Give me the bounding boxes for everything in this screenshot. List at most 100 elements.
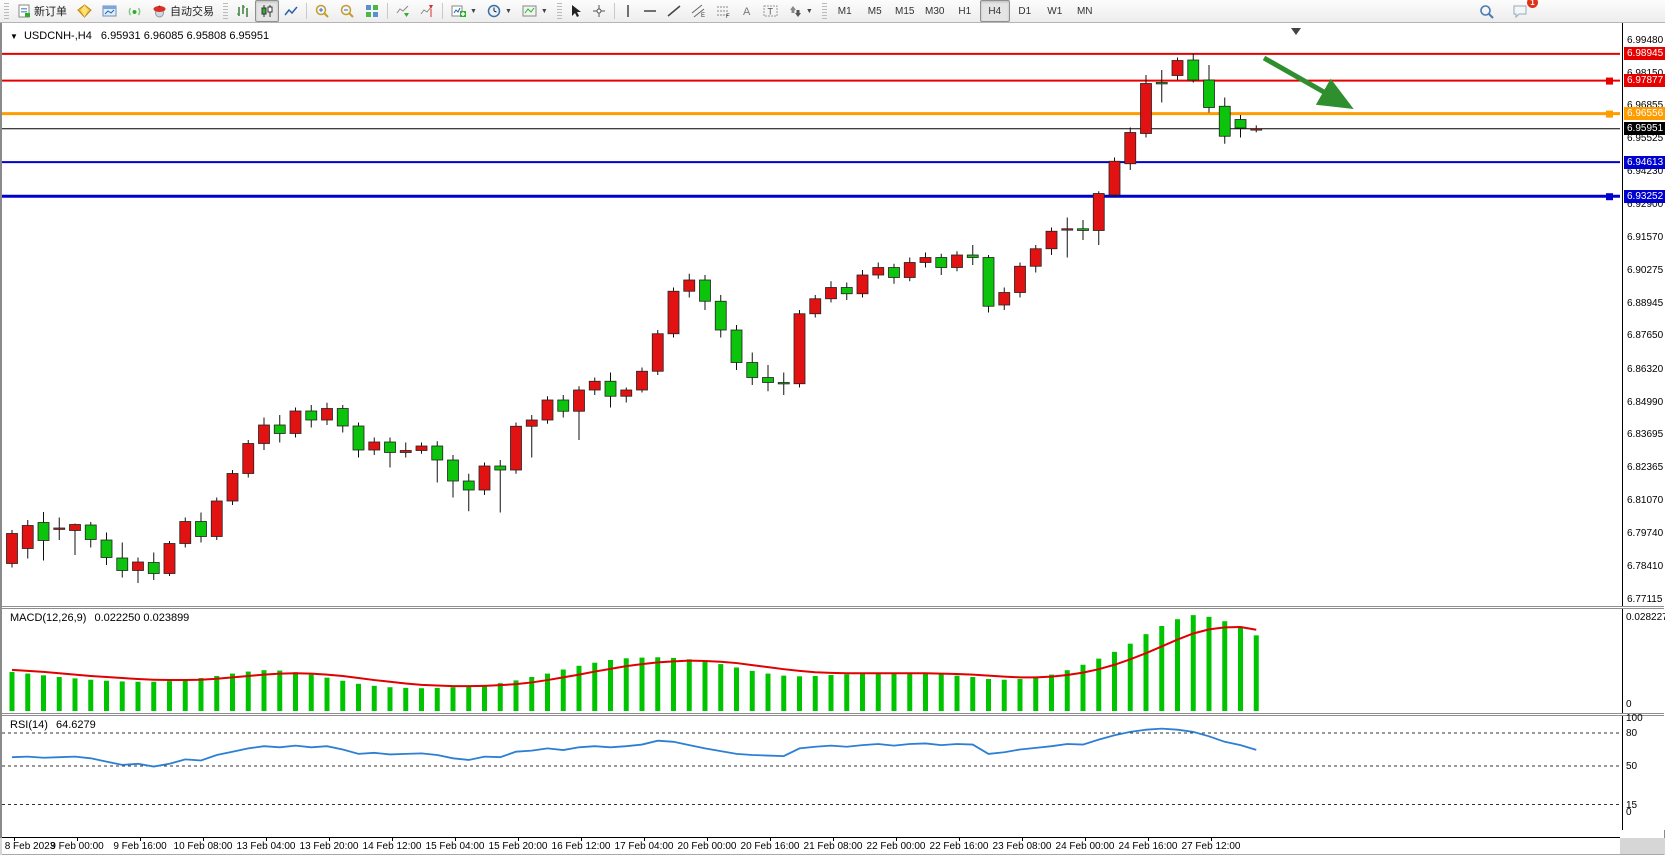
macd-histogram-bar [1127,643,1133,711]
auto-scroll-button[interactable] [391,0,415,22]
dropdown-arrow-icon: ▼ [504,7,512,15]
macd-histogram-bar [702,661,708,711]
tile-windows-button[interactable] [360,0,384,22]
macd-histogram-bar [245,671,251,711]
clock-icon [487,4,501,18]
templates-button[interactable]: ▼ [517,0,553,22]
chart-shift-button[interactable] [415,0,439,22]
auto-trading-button[interactable]: 自动交易 [147,0,219,22]
toolbar-grip[interactable] [223,3,228,19]
macd-histogram-bar [671,657,676,711]
zoom-in-button[interactable] [310,0,335,22]
macd-histogram-bar [860,673,865,711]
rsi-axis-label: 80 [1626,728,1638,739]
time-axis-label: 8 Feb 2023 [4,841,56,852]
time-axis-label: 13 Feb 04:00 [236,841,296,852]
new-order-button[interactable]: 新订单 [12,0,72,22]
signals-button[interactable] [122,0,147,22]
text-label-tool[interactable]: T [758,0,783,22]
timeframe-mn[interactable]: MN [1076,5,1093,17]
indicators-button[interactable]: ▼ [446,0,482,22]
macd-histogram-bar [1001,679,1007,711]
macd-histogram-bar [41,675,46,711]
line-handle[interactable] [1606,193,1613,201]
price-scale[interactable]: 6.99480 6.98150 6.96855 6.95525 6.94230 6.929… [1622,23,1665,830]
horizontal-line-tool[interactable] [638,0,662,22]
line-chart-button[interactable] [279,0,303,22]
macd-histogram-bar [875,673,881,711]
timeframe-h4[interactable]: H4 [979,0,1010,22]
rsi-axis-label: 50 [1626,761,1638,772]
indicators-add-icon [451,4,466,18]
macd-histogram-bar [356,683,361,711]
rsi-panel[interactable] [2,716,1620,814]
charts-button[interactable] [97,0,122,22]
toolbar-grip[interactable] [4,3,9,19]
macd-panel[interactable] [2,609,1620,713]
market-button[interactable] [72,0,97,22]
text-tool[interactable]: A [736,0,758,22]
macd-histogram-bar [828,674,834,711]
trend-arrow-annotation[interactable] [1262,55,1354,109]
price-axis-tick: 6.84990 [1627,396,1664,408]
macd-histogram-bar [1238,627,1243,711]
crosshair-button[interactable] [587,0,611,22]
notifications-button[interactable]: 1 [1507,0,1538,22]
cursor-button[interactable] [565,0,587,22]
label-icon: T [763,4,778,18]
macd-histogram-bar [293,672,298,711]
chart-shift-marker-icon[interactable] [1291,28,1301,35]
svg-text:E: E [701,13,705,18]
timeframe-m5[interactable]: M5 [867,5,882,17]
line-handle[interactable] [1606,110,1613,118]
price-axis-tick: 6.78410 [1627,561,1664,573]
panel-divider[interactable] [2,713,1664,716]
price-axis-tick: 6.82365 [1627,462,1664,474]
candlestick-chart-button[interactable] [255,0,279,22]
macd-histogram-bar [340,680,346,711]
zoom-out-button[interactable] [335,0,360,22]
timeframe-m30[interactable]: M30 [925,5,945,17]
text-a-icon: A [741,4,753,18]
rsi-label: RSI(14) [10,719,48,731]
macd-histogram-bar [686,659,692,711]
timeframe-w1[interactable]: W1 [1047,5,1063,17]
periods-button[interactable]: ▼ [482,0,517,22]
main-price-chart[interactable] [2,27,1620,606]
search-button[interactable] [1474,0,1499,22]
macd-histogram-bar [135,681,141,711]
line-chart-icon [284,4,298,18]
auto-trading-label: 自动交易 [170,6,214,18]
price-level-tag: 6.98945 [1624,47,1665,61]
macd-histogram-bar [1206,616,1212,711]
trendline-tool[interactable] [662,0,686,22]
line-handle[interactable] [1606,77,1613,85]
equidistant-channel-tool[interactable]: E [686,0,711,22]
timeframe-m1[interactable]: M1 [837,5,852,17]
macd-histogram-bar [592,662,598,711]
time-axis-label: 24 Feb 00:00 [1055,841,1115,852]
panel-divider[interactable] [2,606,1664,609]
collapse-triangle-icon[interactable]: ▼ [10,32,18,41]
new-order-label: 新订单 [34,6,67,18]
timeframe-m15[interactable]: M15 [895,5,915,17]
timeframe-d1[interactable]: D1 [1018,5,1032,17]
macd-axis-label: 0 [1626,699,1632,710]
svg-text:A: A [743,6,751,18]
fibonacci-tool[interactable]: F [711,0,736,22]
price-axis-tick: 6.77115 [1627,593,1663,605]
timeframe-h1[interactable]: H1 [958,5,972,17]
macd-label: MACD(12,26,9) [10,612,87,624]
macd-histogram-bar [277,670,283,711]
crosshair-icon [592,4,606,18]
macd-histogram-bar [1096,658,1102,711]
bar-chart-button[interactable] [231,0,255,22]
arrows-tool[interactable]: ▼ [783,0,818,22]
toolbar-grip[interactable] [821,3,827,19]
time-axis-label: 23 Feb 08:00 [992,841,1052,852]
time-axis[interactable]: 8 Feb 2023 9 Feb 00:00 9 Feb 16:00 10 Feb 0… [2,837,1620,854]
toolbar-grip[interactable] [556,3,562,19]
vertical-line-tool[interactable] [618,0,638,22]
macd-histogram-bar [734,667,739,711]
macd-histogram-bar [1017,679,1023,711]
